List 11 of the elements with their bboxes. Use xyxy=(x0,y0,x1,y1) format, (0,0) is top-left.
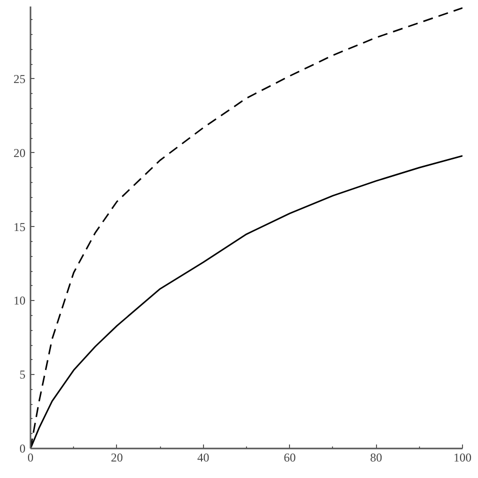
x-tick-label: 20 xyxy=(110,450,123,464)
y-tick-label: 20 xyxy=(14,146,26,160)
y-tick-label: 5 xyxy=(20,368,26,382)
x-tick-label: 80 xyxy=(370,450,382,464)
x-tick-label: 60 xyxy=(284,450,296,464)
x-tick-label: 100 xyxy=(454,450,472,464)
y-tick-label: 25 xyxy=(14,72,26,86)
y-tick-label: 15 xyxy=(14,220,26,234)
x-tick-label: 40 xyxy=(197,450,210,464)
y-tick-label: 0 xyxy=(20,442,26,456)
y-tick-label: 10 xyxy=(14,294,26,308)
